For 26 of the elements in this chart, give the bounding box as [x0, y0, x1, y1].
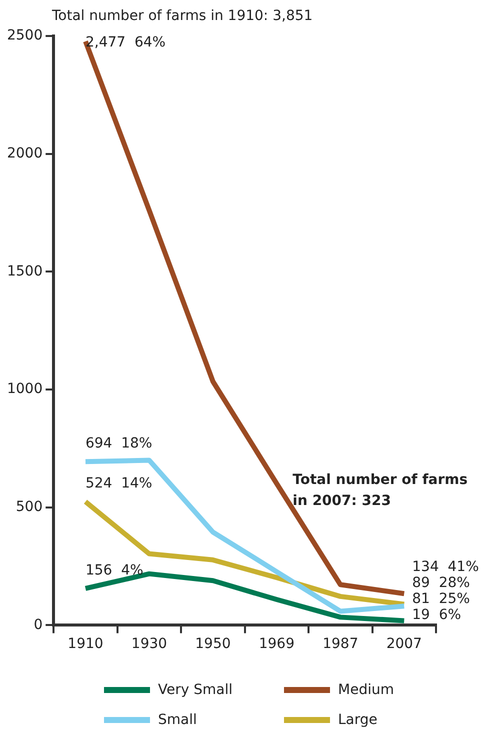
data-label: 2,477 64%	[85, 34, 166, 50]
x-tick-label: 1987	[322, 636, 358, 652]
data-label: 19 6%	[412, 607, 462, 624]
x-tick-label: 1910	[68, 636, 104, 652]
data-label: 81 25%	[412, 591, 470, 608]
y-tick-label: 500	[16, 499, 43, 515]
y-tick-label: 2000	[6, 145, 43, 162]
data-label: 524 14%	[85, 476, 152, 492]
x-tick-label: 2007	[386, 636, 422, 652]
data-label: 156 4%	[85, 562, 144, 578]
data-label: 134 41%	[412, 559, 479, 576]
y-tick-label: 1000	[6, 381, 43, 398]
x-tick-label: 1969	[258, 636, 294, 652]
legend-label: Very Small	[158, 682, 232, 698]
legend-label: Medium	[338, 682, 394, 698]
legend-label: Large	[338, 712, 378, 728]
text: Total number of farms in 1910: 3,851	[51, 8, 313, 24]
x-tick-label: 1950	[195, 636, 231, 652]
legend-label: Small	[158, 712, 197, 728]
data-label: 89 28%	[412, 575, 470, 592]
y-tick-label: 0	[34, 616, 43, 633]
y-tick-label: 2500	[6, 28, 43, 44]
y-tick-label: 1500	[6, 263, 43, 280]
x-tick-label: 1930	[131, 636, 168, 652]
annotation: Total number of farms in 2007: 323	[292, 472, 468, 509]
data-label: 694 18%	[85, 436, 152, 452]
